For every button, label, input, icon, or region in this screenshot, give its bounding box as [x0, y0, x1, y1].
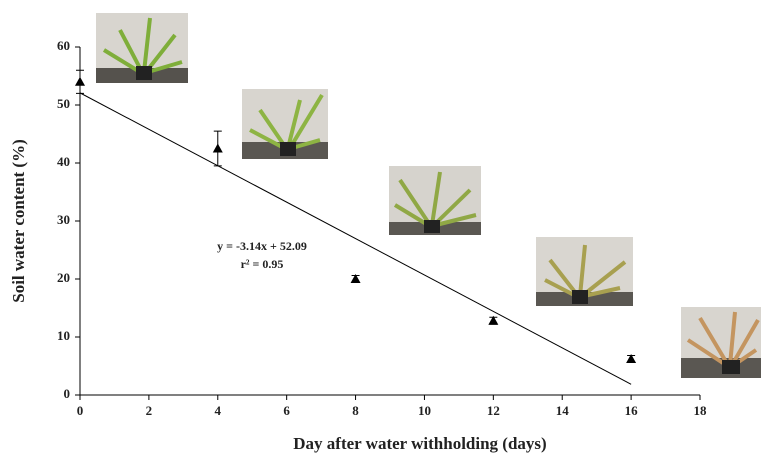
y-tick-label: 0 [64, 386, 71, 401]
x-tick-label: 10 [418, 403, 431, 418]
marker [212, 143, 223, 153]
photo [96, 13, 188, 83]
marker [626, 354, 637, 364]
y-axis-title: Soil water content (%) [9, 139, 28, 303]
marker [350, 274, 361, 283]
photo [242, 89, 328, 159]
x-tick-label: 6 [283, 403, 290, 418]
y-tick-label: 60 [57, 38, 70, 53]
marker [75, 76, 85, 86]
y-tick-label: 10 [57, 328, 70, 343]
marker [488, 315, 499, 325]
x-tick-label: 18 [694, 403, 708, 418]
y-tick-label: 30 [57, 212, 70, 227]
x-tick-label: 12 [487, 403, 500, 418]
y-tick-label: 40 [57, 154, 70, 169]
photo [389, 166, 481, 235]
photo [536, 237, 633, 306]
x-tick-label: 8 [352, 403, 359, 418]
equation: y = -3.14x + 52.09 [217, 239, 307, 253]
y-tick-label: 50 [57, 96, 70, 111]
x-tick-label: 14 [556, 403, 570, 418]
x-axis-title: Day after water withholding (days) [293, 434, 546, 453]
x-tick-label: 16 [625, 403, 639, 418]
r-squared: r² = 0.95 [241, 257, 284, 271]
y-tick-label: 20 [57, 270, 70, 285]
x-tick-label: 4 [215, 403, 222, 418]
x-tick-label: 0 [77, 403, 84, 418]
plant-photos [96, 13, 761, 378]
x-tick-label: 2 [146, 403, 153, 418]
trendline [79, 92, 632, 385]
photo [681, 307, 761, 378]
